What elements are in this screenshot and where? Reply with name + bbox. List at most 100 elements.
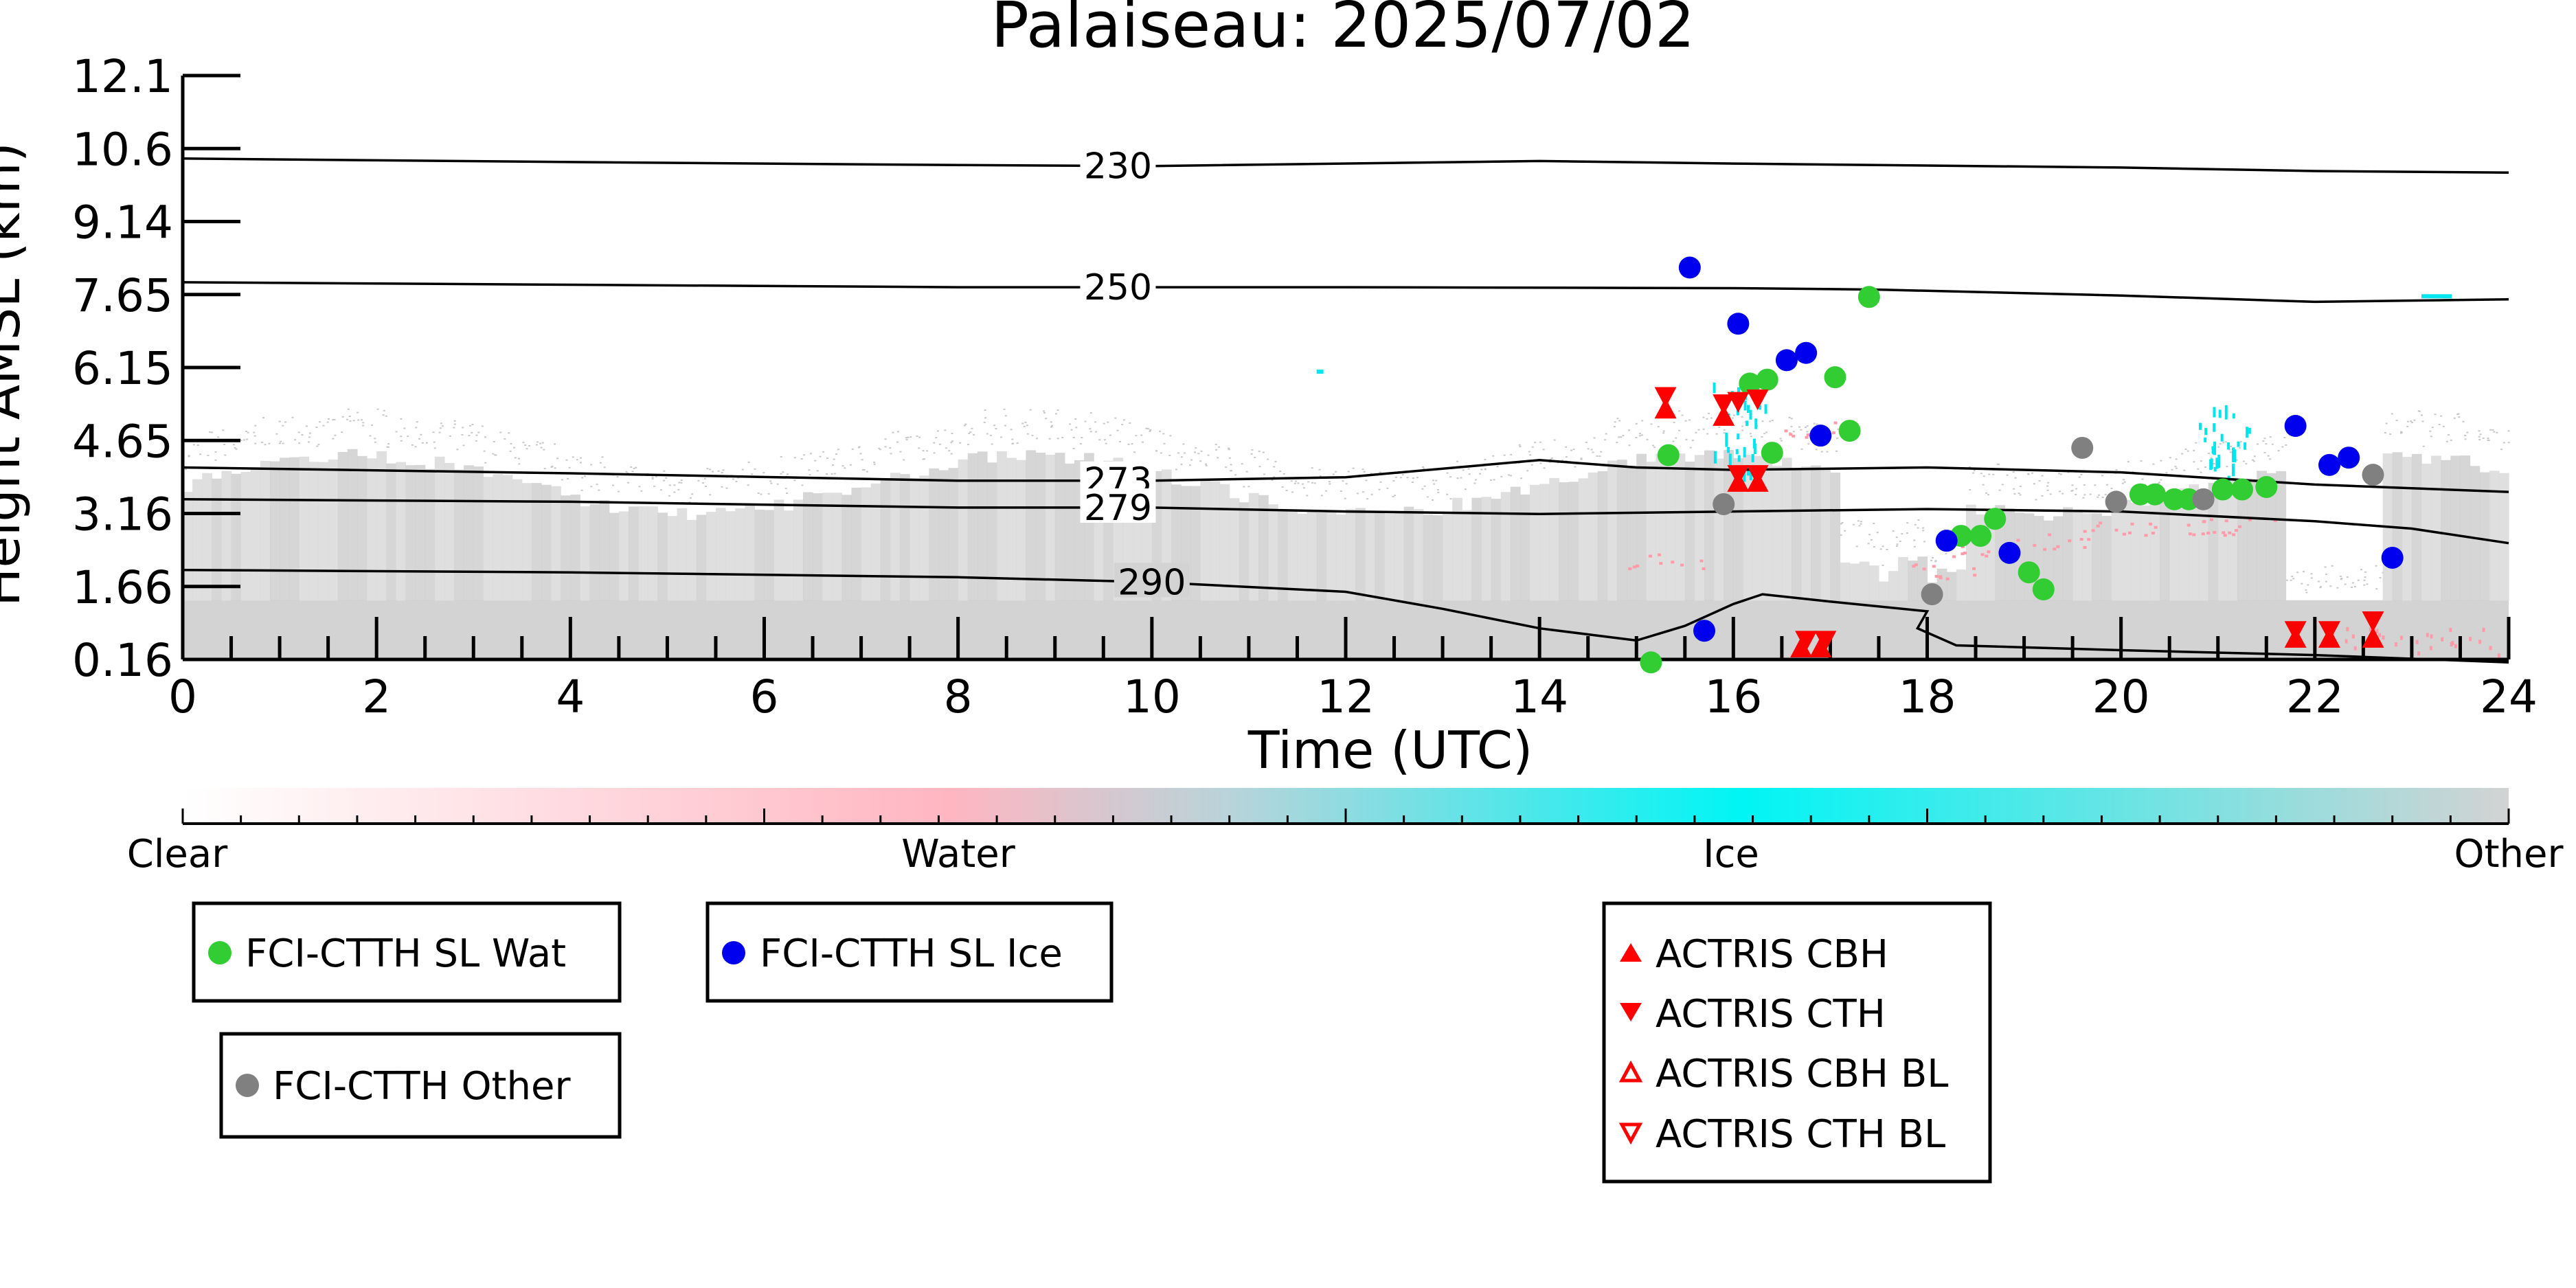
field-column <box>1752 455 1763 601</box>
water-echo <box>1980 553 1985 556</box>
field-speck <box>1464 488 1467 490</box>
field-speck <box>1363 471 1366 473</box>
field-speck <box>1531 446 1534 448</box>
field-speck <box>382 414 385 416</box>
field-column <box>1355 508 1366 601</box>
field-speck <box>1718 426 1721 428</box>
field-speck <box>1070 429 1073 431</box>
water-echo <box>1702 567 1706 570</box>
field-speck <box>524 444 527 447</box>
point-fci-ctth-sl-ice <box>2284 415 2307 437</box>
field-speck <box>1075 427 1078 429</box>
field-column <box>2217 485 2228 601</box>
field-speck <box>1896 543 1899 545</box>
field-column <box>2092 513 2103 601</box>
field-speck <box>1089 412 1092 414</box>
field-speck <box>786 493 789 495</box>
field-column <box>1733 457 1744 601</box>
field-speck <box>1922 530 1925 532</box>
field-speck <box>1021 422 1024 425</box>
field-speck <box>1855 545 1858 547</box>
field-speck <box>1004 425 1006 427</box>
field-speck <box>819 455 822 457</box>
field-speck <box>376 408 379 410</box>
field-speck <box>2466 431 2469 433</box>
field-column <box>1432 515 1443 601</box>
field-speck <box>2183 469 2186 471</box>
water-echo <box>1939 575 1943 578</box>
x-tick-label: 2 <box>362 670 391 723</box>
field-speck <box>2193 449 2195 451</box>
ice-echo <box>2218 409 2222 418</box>
field-speck <box>2171 468 2173 471</box>
field-speck <box>1572 449 1575 451</box>
field-speck <box>2089 493 2092 495</box>
field-speck <box>517 457 520 460</box>
field-speck <box>1370 473 1372 475</box>
field-column <box>1510 486 1521 601</box>
field-speck <box>611 484 614 486</box>
field-column <box>745 505 755 601</box>
field-speck <box>1493 479 1495 481</box>
field-speck <box>1528 454 1531 456</box>
colorbar-label-other: Other <box>2454 832 2564 877</box>
field-speck <box>371 424 374 426</box>
field-speck <box>1392 480 1395 482</box>
field-speck <box>1520 477 1523 479</box>
field-speck <box>2395 419 2398 421</box>
field-speck <box>1050 426 1053 428</box>
field-speck <box>536 441 539 443</box>
field-speck <box>737 477 740 479</box>
field-speck <box>1706 418 1708 420</box>
ice-echo <box>1764 404 1767 414</box>
point-actris-cth <box>1713 394 1735 416</box>
field-speck <box>1620 436 1623 438</box>
field-speck <box>441 425 444 427</box>
field-speck <box>951 440 953 442</box>
field-speck <box>1702 428 1705 430</box>
field-speck <box>2200 460 2202 462</box>
field-speck <box>747 461 750 463</box>
field-speck <box>889 447 892 449</box>
field-column <box>1016 460 1027 601</box>
field-speck <box>1155 450 1157 452</box>
field-speck <box>655 475 657 477</box>
water-echo <box>1806 433 1810 436</box>
field-speck <box>1840 534 1842 536</box>
field-column <box>240 472 251 601</box>
water-echo <box>2091 529 2095 532</box>
field-speck <box>1103 422 1105 425</box>
field-speck <box>1917 519 1920 521</box>
water-echo <box>2016 539 2020 542</box>
field-speck <box>535 444 538 446</box>
field-speck <box>2019 485 2022 487</box>
legend-box <box>219 1032 622 1139</box>
field-speck <box>2269 458 2272 460</box>
field-speck <box>2478 436 2481 438</box>
field-column <box>1898 556 1908 601</box>
field-speck <box>1906 532 1908 534</box>
field-column <box>2276 471 2287 601</box>
x-tick-label: 10 <box>1123 670 1181 723</box>
field-speck <box>1695 431 1697 433</box>
field-speck <box>2406 420 2409 422</box>
field-speck <box>1590 449 1593 451</box>
field-speck <box>663 470 666 472</box>
field-speck <box>2492 429 2494 431</box>
field-speck <box>1311 467 1313 469</box>
field-speck <box>484 462 487 464</box>
field-speck <box>2265 443 2268 445</box>
field-speck <box>1423 485 1426 487</box>
field-speck <box>1094 431 1097 433</box>
field-speck <box>722 469 725 471</box>
field-speck <box>651 478 654 480</box>
field-speck <box>2478 430 2481 432</box>
field-speck <box>1934 561 1937 563</box>
field-speck <box>554 467 556 469</box>
field-speck <box>2140 460 2143 462</box>
field-speck <box>935 437 938 439</box>
y-tick-label: 12.1 <box>72 50 173 103</box>
field-speck <box>2245 463 2248 465</box>
field-column <box>367 458 377 601</box>
field-speck <box>2379 577 2382 579</box>
